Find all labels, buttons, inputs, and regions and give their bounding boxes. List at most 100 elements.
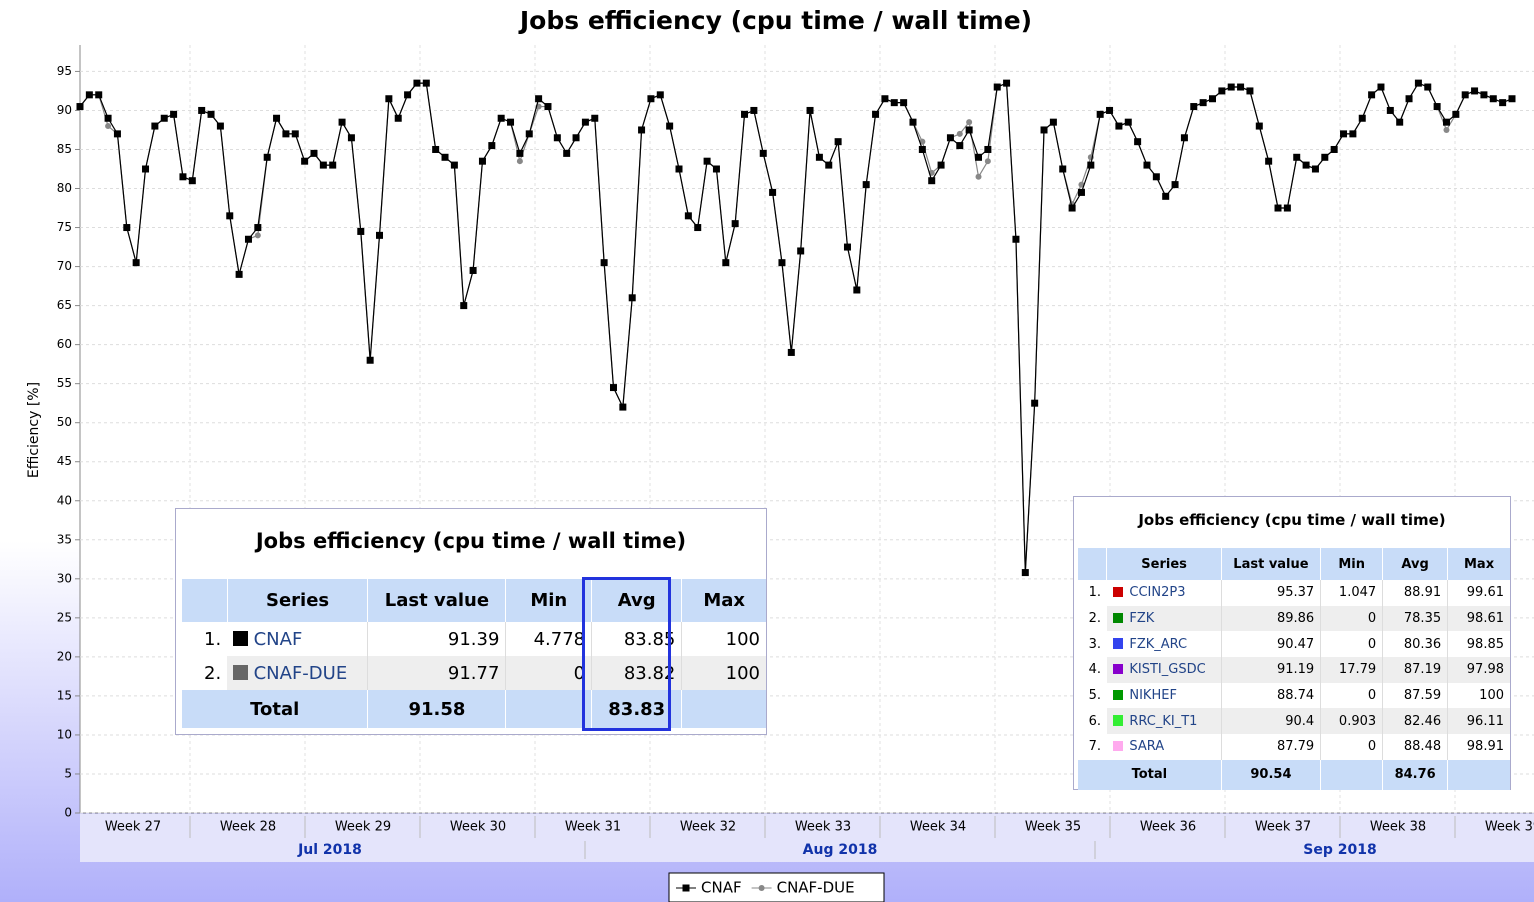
value-cell: 87.19: [1382, 657, 1448, 683]
point: [563, 149, 571, 157]
value-cell: 98.91: [1447, 734, 1510, 760]
value-cell: 17.79: [1320, 657, 1383, 683]
y-tick-label: 80: [57, 181, 72, 195]
series-name: FZK: [1129, 611, 1155, 627]
point: [254, 232, 261, 239]
table-title: Jobs efficiency (cpu time / wall time): [255, 529, 687, 553]
point: [937, 161, 945, 169]
point: [965, 126, 973, 134]
row-index: 1.: [1078, 580, 1107, 606]
point: [160, 114, 168, 122]
point: [609, 384, 617, 392]
point: [722, 259, 730, 267]
month-label: Aug 2018: [803, 842, 878, 858]
point: [1171, 181, 1179, 189]
point: [366, 356, 374, 364]
point: [1442, 118, 1450, 126]
value-cell: 87.79: [1220, 734, 1321, 760]
value-cell: 0: [1320, 734, 1383, 760]
y-tick-label: 0: [64, 806, 72, 820]
point: [170, 110, 178, 118]
point: [628, 294, 636, 302]
row-index: 2.: [1078, 605, 1107, 632]
y-tick-label: 45: [57, 454, 72, 468]
header-cell: Series: [226, 579, 368, 622]
point: [1078, 181, 1085, 188]
total-cell: 83.83: [591, 690, 682, 728]
y-tick-label: 60: [57, 337, 72, 351]
point: [478, 157, 486, 165]
point: [862, 181, 870, 189]
point: [1461, 91, 1469, 99]
point: [1077, 188, 1085, 196]
series-name: CCIN2P3: [1129, 585, 1186, 601]
row-index: 6.: [1078, 708, 1107, 735]
series-cell: CCIN2P3: [1107, 580, 1221, 606]
point: [310, 149, 318, 157]
y-tick-label: 95: [57, 64, 72, 78]
point: [1049, 118, 1057, 126]
point: [516, 149, 524, 157]
header-row: Series Last value Min Avg Max: [1078, 548, 1510, 580]
y-tick-label: 15: [57, 688, 72, 702]
total-row: Total 90.54 84.76: [1078, 759, 1510, 790]
table-row: 1. CCIN2P3 95.37 1.047 88.91 99.61: [1078, 580, 1510, 606]
week-label: Week 37: [1255, 820, 1311, 835]
series-name: KISTI_GSDC: [1129, 662, 1206, 678]
series-cell: FZK: [1107, 606, 1221, 632]
point: [712, 165, 720, 173]
point: [647, 95, 655, 103]
row-index: 3.: [1078, 631, 1107, 658]
value-cell: 100: [1447, 682, 1510, 709]
point: [1396, 118, 1404, 126]
point: [376, 231, 384, 239]
value-cell: 90.47: [1220, 631, 1321, 658]
point: [207, 110, 215, 118]
series-cell: RRC_KI_T1: [1107, 708, 1221, 734]
point: [282, 130, 290, 138]
point: [413, 79, 421, 87]
legend-label: CNAF-DUE: [777, 879, 855, 897]
point: [1293, 153, 1301, 161]
point: [619, 403, 627, 411]
point: [1368, 91, 1376, 99]
value-cell: 95.37: [1220, 580, 1321, 606]
point: [76, 103, 84, 111]
point: [1124, 118, 1132, 126]
legend-label: CNAF: [701, 879, 742, 897]
point: [1358, 114, 1366, 122]
point: [684, 212, 692, 220]
point: [843, 243, 851, 251]
table-title: Jobs efficiency (cpu time / wall time): [1138, 511, 1446, 529]
point: [507, 118, 515, 126]
point: [1330, 145, 1338, 153]
point: [703, 157, 711, 165]
row-index: 4.: [1078, 657, 1107, 683]
total-cell: 84.76: [1382, 759, 1448, 790]
point: [516, 158, 523, 165]
point: [1452, 110, 1460, 118]
value-cell: 87.59: [1382, 682, 1448, 709]
point: [591, 114, 599, 122]
row-index: 2.: [182, 656, 228, 690]
series-cell: NIKHEF: [1107, 683, 1221, 709]
point: [975, 173, 982, 180]
table: Series Last value Min Avg Max 1. CCIN2P3 95.37 1…: [1078, 548, 1510, 790]
point: [741, 110, 749, 118]
series-cell: CNAF-DUE: [227, 656, 368, 690]
series-cell: SARA: [1107, 734, 1221, 760]
series-name: CNAF: [253, 628, 303, 650]
point: [853, 286, 861, 294]
point: [675, 165, 683, 173]
y-tick-label: 25: [57, 610, 72, 624]
series-name: CNAF-DUE: [253, 662, 348, 684]
week-strip: [80, 814, 1534, 862]
series-name: RRC_KI_T1: [1129, 713, 1198, 729]
value-cell: 100: [681, 656, 766, 690]
value-cell: 4.778: [505, 622, 592, 656]
point: [301, 157, 309, 165]
point: [1180, 134, 1188, 142]
point: [881, 95, 889, 103]
value-cell: 100: [681, 622, 766, 656]
table-row: 2. CNAF-DUE 91.77 0 83.82 100: [182, 656, 766, 690]
